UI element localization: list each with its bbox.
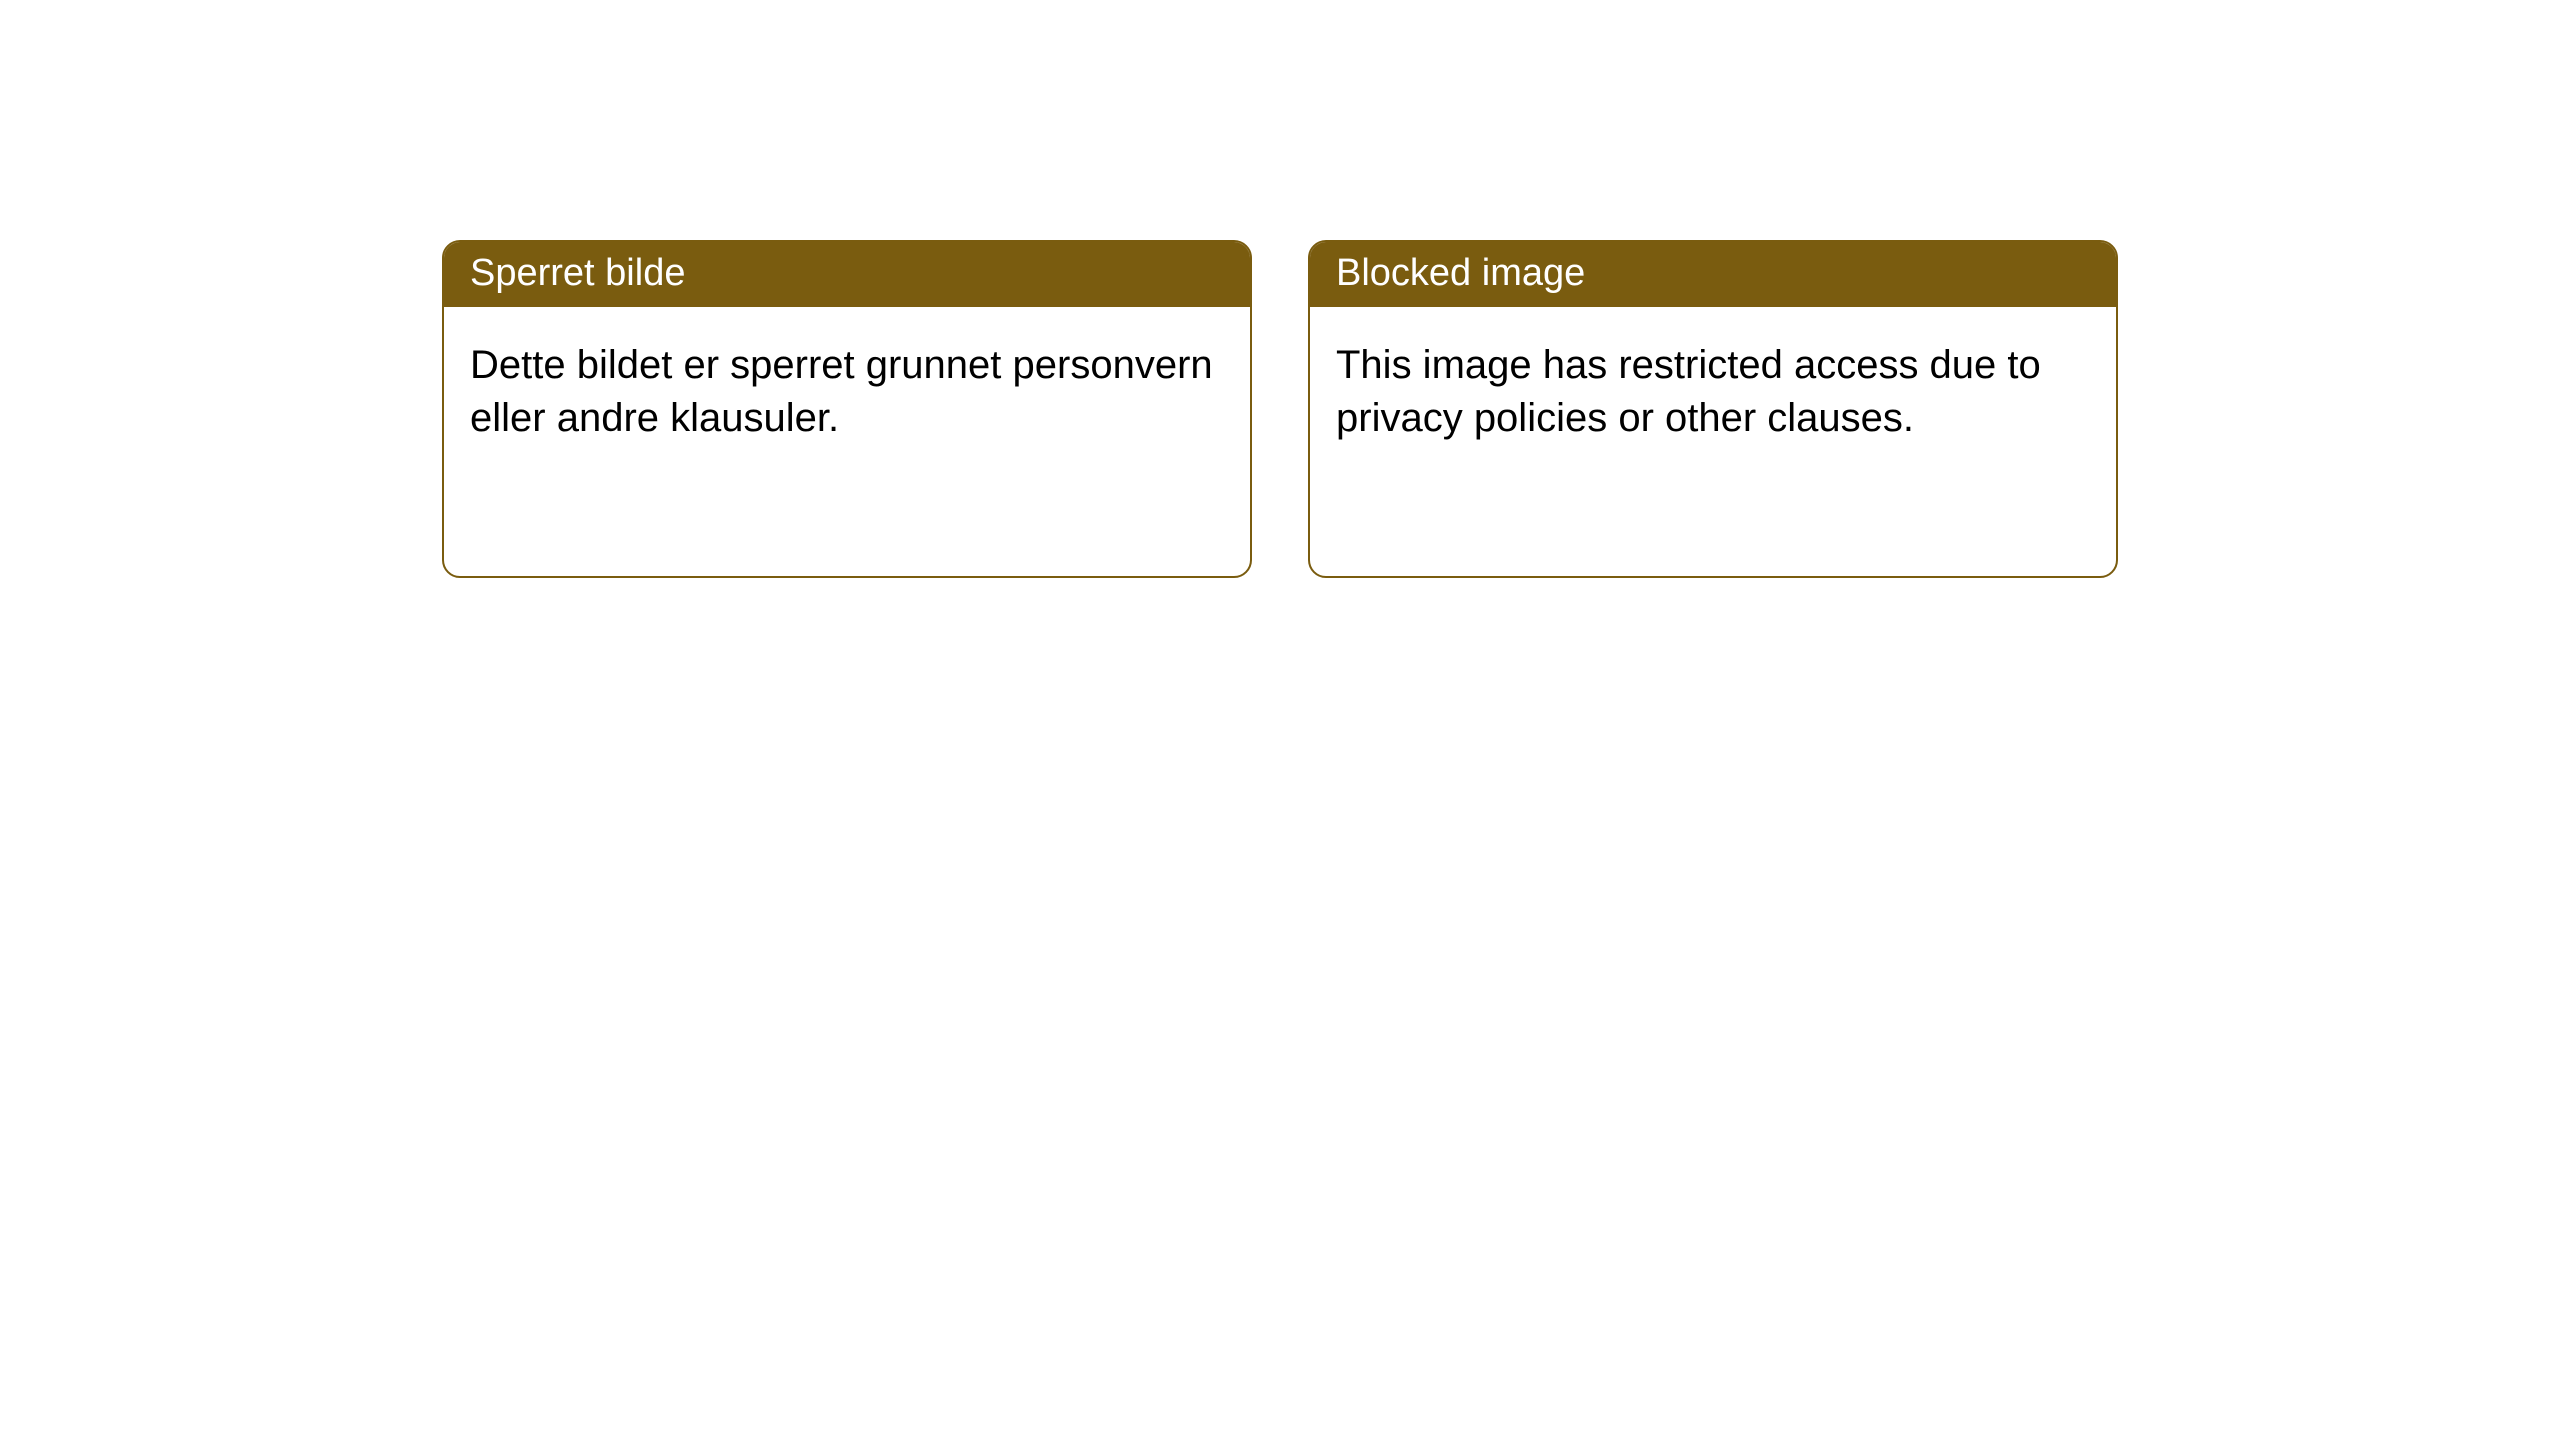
blocked-image-card-no: Sperret bilde Dette bildet er sperret gr… [442,240,1252,578]
card-title-no: Sperret bilde [444,242,1250,307]
blocked-image-card-en: Blocked image This image has restricted … [1308,240,2118,578]
blocked-image-cards: Sperret bilde Dette bildet er sperret gr… [442,240,2118,1440]
card-body-no: Dette bildet er sperret grunnet personve… [444,307,1250,477]
card-body-en: This image has restricted access due to … [1310,307,2116,477]
card-title-en: Blocked image [1310,242,2116,307]
